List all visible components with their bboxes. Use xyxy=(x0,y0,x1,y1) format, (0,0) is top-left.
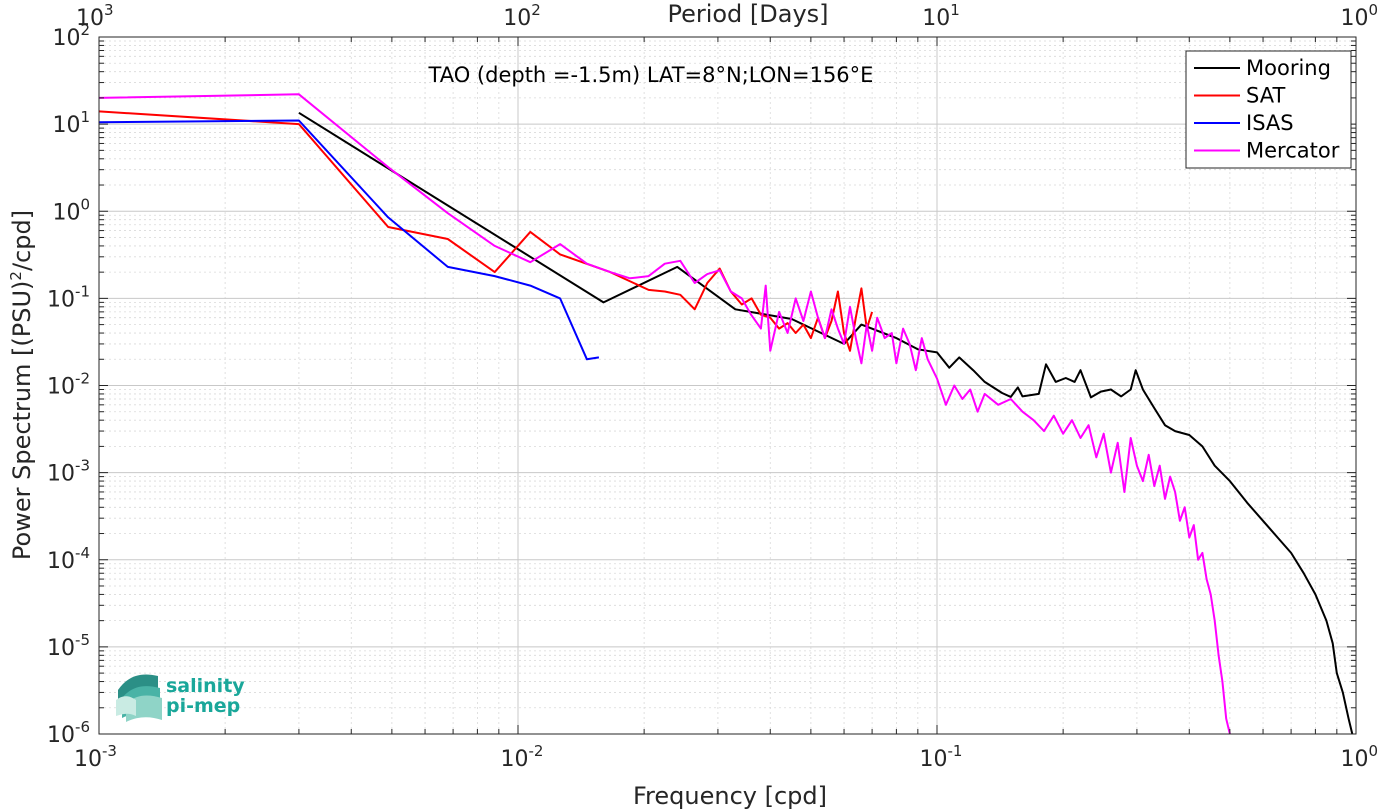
series-layer xyxy=(98,93,1354,735)
major-grid xyxy=(98,36,1357,735)
y-axis-label: Power Spectrum [(PSU)2/cpd] xyxy=(7,210,36,560)
series-line-mooring xyxy=(298,111,1354,735)
series-line-sat xyxy=(98,110,874,352)
x-tick-label: 10-1 xyxy=(920,742,963,772)
x-tick-label: 10-2 xyxy=(501,742,544,772)
x-axis-label: Frequency [cpd] xyxy=(633,782,827,809)
y-tick-label: 101 xyxy=(52,108,90,138)
legend-label-isas: ISAS xyxy=(1246,111,1294,135)
top-axis-label: Period [Days] xyxy=(667,0,828,28)
legend: Mooring SAT ISAS Mercator xyxy=(1185,50,1352,169)
y-tick-label: 10-3 xyxy=(47,457,90,487)
logo-text-line2: pi-mep xyxy=(166,695,240,717)
x-tick-label: 100 xyxy=(1340,742,1378,772)
x-tick-label: 10-3 xyxy=(74,742,117,772)
x2-tick-label: 100 xyxy=(1340,1,1378,31)
y-tick-label: 100 xyxy=(52,195,90,225)
y-tick-label: 10-6 xyxy=(47,718,90,748)
y-tick-label: 10-5 xyxy=(47,631,90,661)
x2-tick-label: 103 xyxy=(76,1,114,31)
legend-label-sat: SAT xyxy=(1246,84,1285,108)
logo-text-line1: salinity xyxy=(166,675,245,697)
legend-box xyxy=(1185,50,1352,169)
y-tick-label: 10-4 xyxy=(47,544,90,574)
wave-logo-icon xyxy=(116,674,162,722)
y-tick-label: 10-1 xyxy=(47,282,90,312)
salinity-pi-mep-logo: salinity pi-mep xyxy=(116,674,245,722)
tick-marks xyxy=(98,36,1357,735)
y-tick-label: 10-2 xyxy=(47,370,90,400)
x2-tick-label: 102 xyxy=(503,1,541,31)
legend-label-mooring: Mooring xyxy=(1246,56,1331,80)
y-tick-label: 102 xyxy=(52,21,90,51)
series-line-mercator xyxy=(98,93,1231,735)
chart-title: TAO (depth =-1.5m) LAT=8°N;LON=156°E xyxy=(428,63,874,87)
series-line-isas xyxy=(98,119,600,361)
legend-label-mercator: Mercator xyxy=(1246,139,1340,163)
x2-tick-label: 101 xyxy=(922,1,960,31)
